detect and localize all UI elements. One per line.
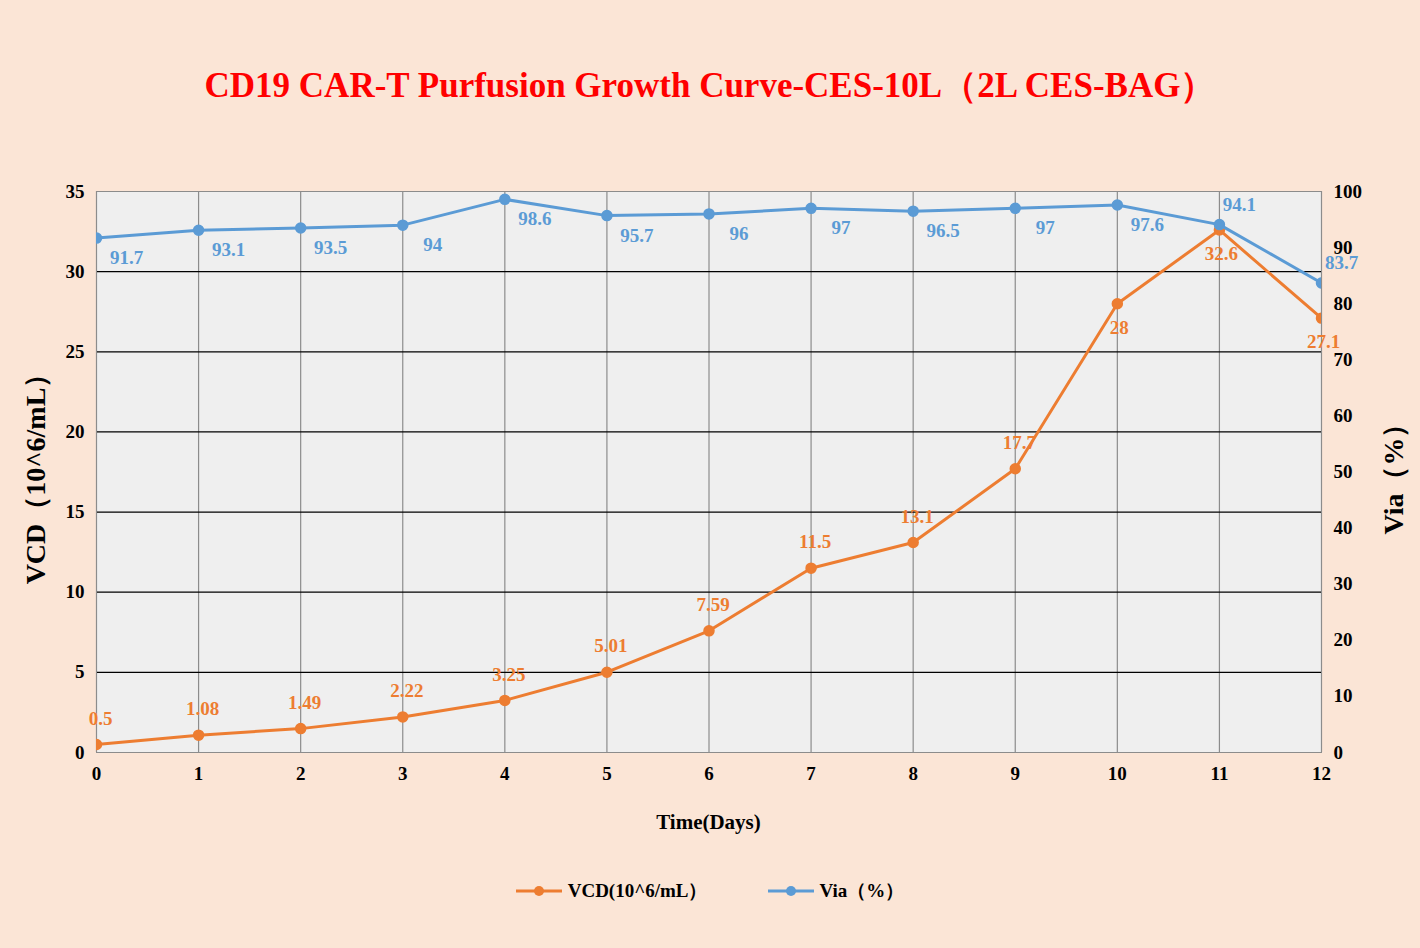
html-text:VCD(10^6/mL）: VCD(10^6/mL） — [567, 880, 708, 901]
svg-text:50: 50 — [1334, 461, 1353, 482]
svg-text:15: 15 — [66, 501, 85, 522]
svg-text:9: 9 — [1011, 763, 1021, 784]
svg-text:10: 10 — [1334, 685, 1353, 706]
svg-text:100: 100 — [1334, 181, 1363, 202]
html-text:CD19 CAR-T Purfusion Growth Cu: CD19 CAR-T Purfusion Growth Curve-CES-10… — [204, 66, 1216, 105]
svg-text:30: 30 — [66, 261, 85, 282]
svg-text:8: 8 — [908, 763, 918, 784]
svg-text:4: 4 — [500, 763, 510, 784]
svg-text:40: 40 — [1334, 517, 1353, 538]
svg-text:10: 10 — [66, 581, 85, 602]
svg-text:0: 0 — [75, 742, 85, 763]
html-text:Via（%）: Via（%） — [819, 880, 905, 901]
svg-text:13.1: 13.1 — [901, 506, 934, 527]
svg-text:90: 90 — [1333, 236, 1353, 258]
svg-text:12: 12 — [1312, 763, 1331, 784]
svg-text:35: 35 — [66, 181, 85, 202]
svg-text:2.22: 2.22 — [390, 680, 423, 701]
svg-text:83.7: 83.7 — [1325, 252, 1359, 273]
svg-text:94: 94 — [423, 234, 443, 255]
svg-text:5: 5 — [602, 763, 612, 784]
svg-text:95.7: 95.7 — [620, 225, 654, 246]
svg-text:2: 2 — [296, 763, 306, 784]
svg-text:93.1: 93.1 — [212, 239, 245, 260]
svg-text:70: 70 — [1334, 349, 1353, 370]
svg-text:7: 7 — [806, 763, 816, 784]
svg-text:60: 60 — [1334, 405, 1353, 426]
svg-text:10: 10 — [1108, 763, 1127, 784]
svg-text:3.25: 3.25 — [492, 663, 525, 684]
svg-text:20: 20 — [66, 421, 85, 442]
svg-text:32.6: 32.6 — [1205, 243, 1238, 264]
html-text:Time(Days): Time(Days) — [656, 810, 761, 834]
svg-text:80: 80 — [1334, 293, 1353, 314]
svg-text:96.5: 96.5 — [927, 220, 960, 241]
svg-text:11.5: 11.5 — [799, 531, 831, 552]
svg-text:91.7: 91.7 — [110, 247, 144, 268]
svg-text:97.6: 97.6 — [1131, 214, 1164, 235]
html-text:Via（%）: Via（%） — [1378, 409, 1409, 534]
svg-text:97: 97 — [832, 217, 852, 238]
svg-text:20: 20 — [1334, 629, 1353, 650]
svg-text:96: 96 — [730, 223, 749, 244]
svg-text:6: 6 — [704, 763, 714, 784]
svg-text:1.49: 1.49 — [288, 692, 321, 713]
svg-text:1: 1 — [194, 763, 204, 784]
html-text:VCD（10^6/mL）: VCD（10^6/mL） — [20, 359, 51, 584]
svg-text:94.1: 94.1 — [1223, 194, 1256, 215]
svg-text:1.08: 1.08 — [186, 698, 219, 719]
svg-text:30: 30 — [1334, 573, 1353, 594]
svg-text:11: 11 — [1210, 763, 1228, 784]
svg-text:98.6: 98.6 — [518, 208, 551, 229]
svg-text:93.5: 93.5 — [314, 237, 347, 258]
svg-text:0: 0 — [1334, 742, 1344, 763]
svg-text:0: 0 — [92, 763, 102, 784]
svg-text:3: 3 — [398, 763, 408, 784]
svg-text:17.7: 17.7 — [1003, 432, 1037, 453]
svg-text:0.5: 0.5 — [89, 708, 113, 729]
svg-text:5.01: 5.01 — [594, 635, 627, 656]
svg-text:5: 5 — [75, 661, 85, 682]
svg-text:7.59: 7.59 — [696, 594, 729, 615]
svg-text:25: 25 — [66, 341, 85, 362]
svg-text:28: 28 — [1110, 317, 1129, 338]
svg-text:27.1: 27.1 — [1306, 331, 1341, 353]
svg-text:97: 97 — [1036, 217, 1056, 238]
